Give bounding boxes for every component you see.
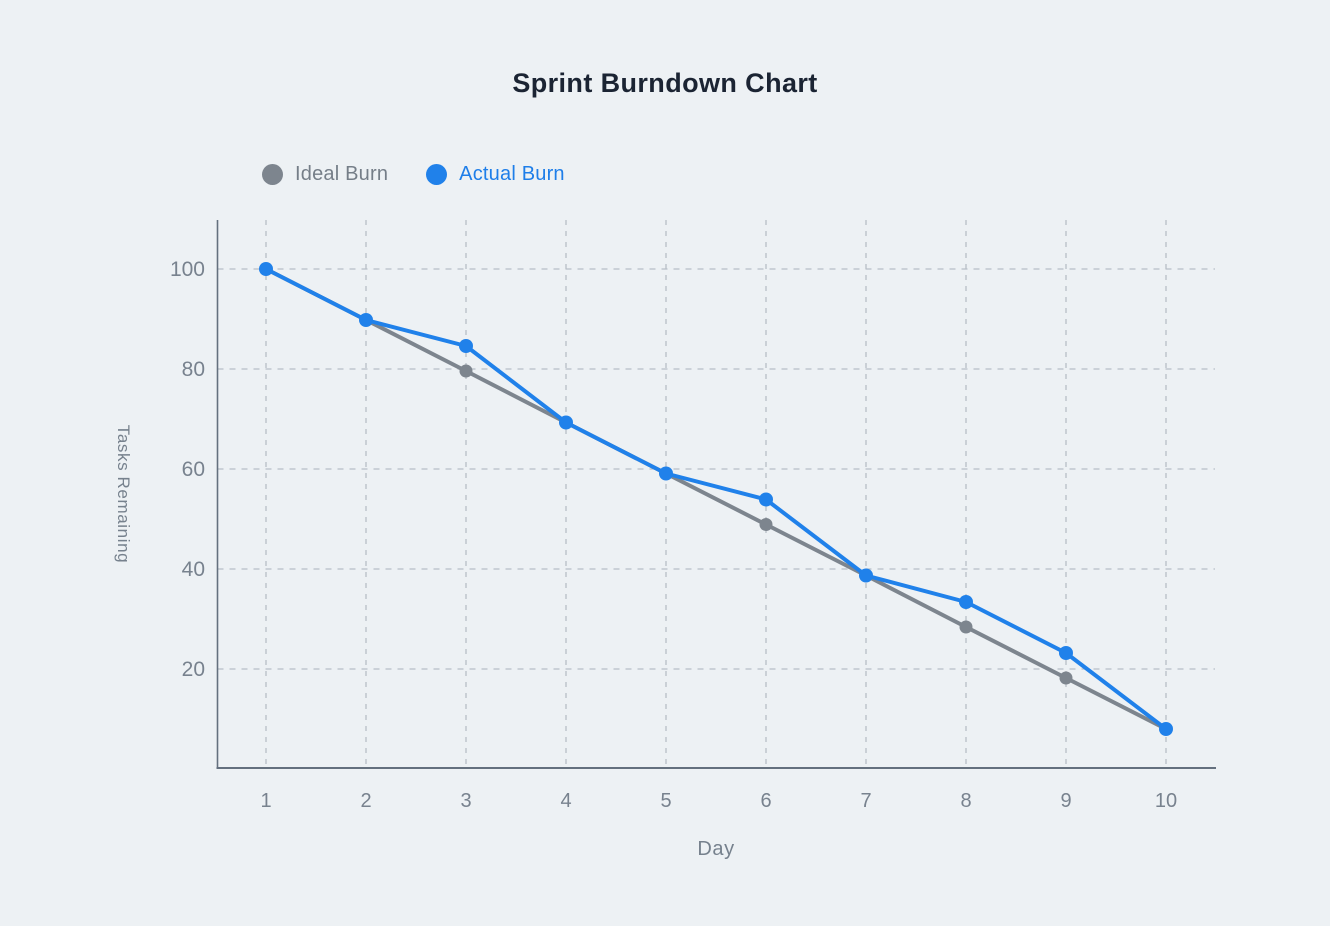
actual-burn-point — [759, 492, 773, 507]
y-axis-title: Tasks Remaining — [114, 425, 133, 563]
x-tick-label: 6 — [760, 790, 771, 812]
legend-item-actual-burn[interactable]: Actual Burn — [426, 163, 565, 186]
ideal-burn-point — [759, 518, 773, 531]
actual-burn-point — [359, 313, 373, 327]
actual-burn-point — [859, 568, 873, 583]
tick-labels: 1 2 3 4 5 6 7 8 9 10 20 40 60 80 100 — [170, 258, 1177, 812]
actual-burn-point — [1059, 646, 1073, 660]
actual-burn-point — [1159, 722, 1173, 736]
x-tick-label: 3 — [460, 790, 471, 812]
gridlines — [217, 220, 1215, 768]
ideal-burn-line — [264, 267, 1168, 731]
actual-burn-point — [959, 595, 973, 609]
actual-burn-point — [659, 466, 673, 481]
y-tick-label: 60 — [182, 458, 205, 481]
chart-title: Sprint Burndown Chart — [512, 68, 818, 98]
y-tick-label: 40 — [182, 558, 205, 581]
actual-burn-point — [459, 339, 473, 353]
x-tick-label: 4 — [560, 790, 571, 812]
x-tick-label: 10 — [1155, 790, 1177, 812]
y-tick-label: 100 — [170, 258, 205, 281]
x-tick-label: 5 — [660, 790, 671, 812]
legend-item-ideal-burn[interactable]: Ideal Burn — [262, 163, 388, 186]
y-tick-label: 80 — [182, 358, 205, 381]
x-axis-title: Day — [697, 838, 734, 860]
actual-burn-point — [559, 415, 573, 430]
legend-label-actual-burn: Actual Burn — [459, 163, 565, 185]
x-tick-label: 8 — [960, 790, 971, 812]
data-series — [259, 262, 1173, 736]
ideal-burn-point — [959, 620, 973, 634]
x-tick-label: 1 — [260, 790, 271, 812]
actual-burn-point — [259, 262, 273, 276]
actual-burn-line — [264, 267, 1168, 731]
x-tick-label: 7 — [860, 790, 871, 812]
x-tick-label: 9 — [1060, 790, 1071, 812]
ideal-burn-swatch-icon — [262, 164, 283, 185]
ideal-burn-point — [1059, 671, 1073, 685]
x-tick-label: 2 — [360, 790, 371, 812]
axes — [216, 220, 1216, 769]
legend-label-ideal-burn: Ideal Burn — [295, 163, 389, 185]
ideal-burn-point — [459, 364, 473, 378]
chart-legend: Ideal Burn Actual Burn — [262, 163, 565, 186]
actual-burn-swatch-icon — [426, 164, 448, 185]
y-tick-label: 20 — [182, 658, 205, 681]
